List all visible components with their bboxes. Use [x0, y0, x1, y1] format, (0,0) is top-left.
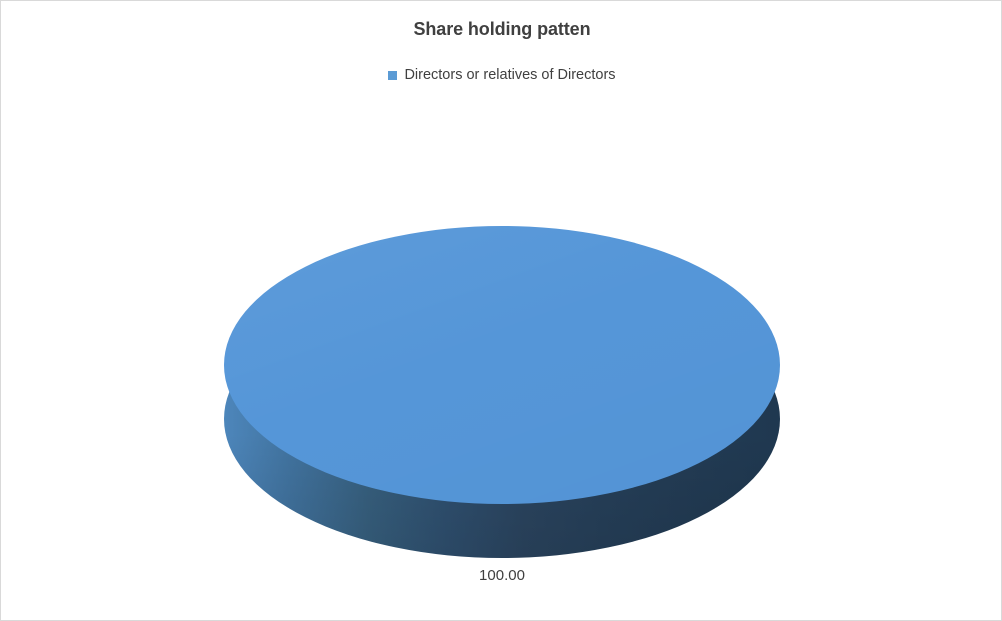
- chart-legend: Directors or relatives of Directors: [1, 67, 1001, 83]
- chart-title: Share holding patten: [413, 19, 591, 39]
- pie-data-label: 100.00: [479, 567, 525, 584]
- legend-item-label: Directors or relatives of Directors: [404, 67, 616, 83]
- pie-slice-directors[interactable]: [224, 226, 780, 504]
- legend-square-marker-icon: [388, 70, 398, 80]
- legend-item-directors[interactable]: Directors or relatives of Directors: [388, 67, 616, 83]
- pie-graphic: [224, 226, 780, 558]
